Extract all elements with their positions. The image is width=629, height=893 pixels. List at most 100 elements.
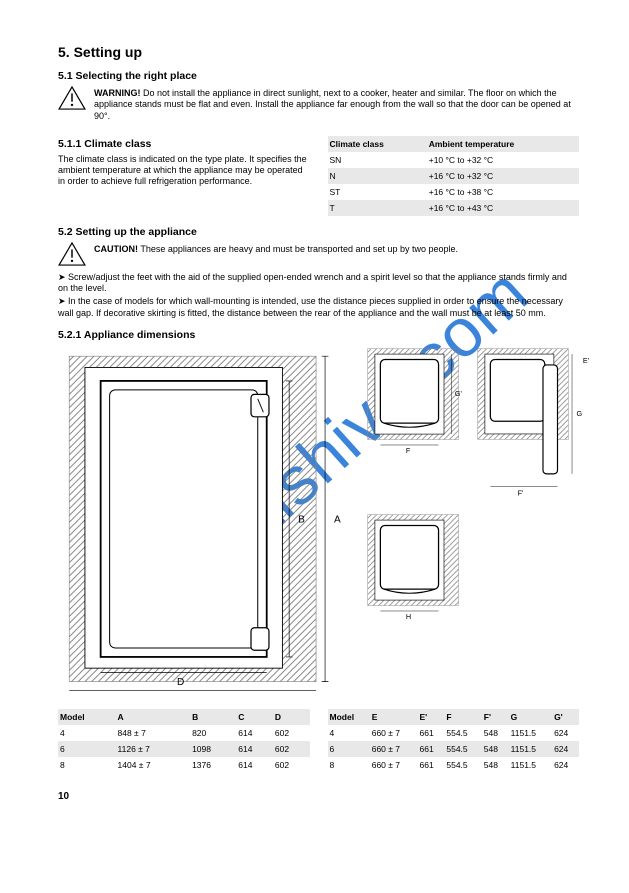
table-header: E' <box>417 709 444 725</box>
table-header: D <box>273 709 310 725</box>
subhead-5-1-1: 5.1.1 Climate class <box>58 138 310 150</box>
table-header: Model <box>328 709 370 725</box>
dim-G: G <box>576 409 582 418</box>
table-cell: 624 <box>552 725 579 741</box>
table-cell: +16 °C to +32 °C <box>427 168 579 184</box>
note2: ➤ In the case of models for which wall-m… <box>58 296 579 319</box>
climate-para: The climate class is indicated on the ty… <box>58 154 310 188</box>
table-cell: 1126 ± 7 <box>116 741 191 757</box>
table-row: 6660 ± 7661554.55481151.5624 <box>328 741 580 757</box>
dim-A: A <box>334 514 341 525</box>
warn2-label: CAUTION! <box>94 244 138 254</box>
table-cell: +10 °C to +32 °C <box>427 152 579 168</box>
table-cell: 614 <box>236 725 273 741</box>
table-cell: 1151.5 <box>509 757 552 773</box>
warn1-body: Do not install the appliance in direct s… <box>94 88 571 121</box>
table-cell: 548 <box>482 757 509 773</box>
table-header: F' <box>482 709 509 725</box>
table-cell: 554.5 <box>444 725 481 741</box>
warn1-label: WARNING! <box>94 88 141 98</box>
diagram-bottom: H <box>364 511 592 622</box>
table-row: 4848 ± 7820614602 <box>58 725 310 741</box>
table-row: 61126 ± 71098614602 <box>58 741 310 757</box>
table-cell: 660 ± 7 <box>370 725 418 741</box>
table-cell: 8 <box>58 757 116 773</box>
table-cell: 660 ± 7 <box>370 741 418 757</box>
table-cell: 602 <box>273 757 310 773</box>
table-cell: N <box>328 168 427 184</box>
table-cell: 602 <box>273 741 310 757</box>
table-cell: +16 °C to +43 °C <box>427 200 579 216</box>
table-cell: 1098 <box>190 741 236 757</box>
table-cell: T <box>328 200 427 216</box>
table-row: SN+10 °C to +32 °C <box>328 152 580 168</box>
warning-1-text: WARNING! Do not install the appliance in… <box>94 88 579 122</box>
table-cell: 4 <box>328 725 370 741</box>
page-content: 5. Setting up 5.1 Selecting the right pl… <box>0 0 629 802</box>
table-cell: 624 <box>552 757 579 773</box>
table-header: E <box>370 709 418 725</box>
dim-H: H <box>406 612 411 620</box>
diagram-top-closed: G' F <box>364 345 464 501</box>
table-cell: 1151.5 <box>509 741 552 757</box>
diagram-large: B A D <box>58 345 350 695</box>
table-header: B <box>190 709 236 725</box>
table-cell: 554.5 <box>444 757 481 773</box>
subhead-5-2-1: 5.2.1 Appliance dimensions <box>58 329 579 341</box>
warning-2-text: CAUTION! These appliances are heavy and … <box>94 244 579 255</box>
warning-block-1: WARNING! Do not install the appliance in… <box>58 86 579 124</box>
section-title: 5. Setting up <box>58 44 579 60</box>
table-cell: 6 <box>58 741 116 757</box>
table-cell: 614 <box>236 757 273 773</box>
table-row: 8660 ± 7661554.55481151.5624 <box>328 757 580 773</box>
table-header: Model <box>58 709 116 725</box>
table-cell: 661 <box>417 741 444 757</box>
climate-block: 5.1.1 Climate class The climate class is… <box>58 128 579 216</box>
warning-block-2: CAUTION! These appliances are heavy and … <box>58 242 579 268</box>
note1: ➤ Screw/adjust the feet with the aid of … <box>58 272 579 295</box>
table-header: C <box>236 709 273 725</box>
subhead-5-2: 5.2 Setting up the appliance <box>58 226 579 238</box>
table-row: N+16 °C to +32 °C <box>328 168 580 184</box>
table-row: ST+16 °C to +38 °C <box>328 184 580 200</box>
table-right: ModelEE'FF'GG'4660 ± 7661554.55481151.56… <box>328 709 580 773</box>
table-cell: 660 ± 7 <box>370 757 418 773</box>
table-cell: 848 ± 7 <box>116 725 191 741</box>
table-cell: 1404 ± 7 <box>116 757 191 773</box>
tables-row: ModelABCD4848 ± 782061460261126 ± 710986… <box>58 701 579 773</box>
caution-icon <box>58 242 86 268</box>
table-header: F <box>444 709 481 725</box>
table-cell: 661 <box>417 725 444 741</box>
climate-table: Climate classAmbient temperatureSN+10 °C… <box>328 136 580 216</box>
dim-F: F <box>406 446 411 454</box>
dim-Ep: E' <box>583 356 590 365</box>
table-cell: SN <box>328 152 427 168</box>
diagram-top-open: G F' E' <box>474 345 592 501</box>
page-number: 10 <box>58 791 579 802</box>
table-header: Climate class <box>328 136 427 152</box>
table-cell: 1376 <box>190 757 236 773</box>
diagram-row: B A D <box>58 345 579 695</box>
table-cell: 614 <box>236 741 273 757</box>
table-cell: 624 <box>552 741 579 757</box>
dim-Fp: F' <box>517 488 523 497</box>
table-cell: 8 <box>328 757 370 773</box>
warn2-body: These appliances are heavy and must be t… <box>140 244 458 254</box>
warning-icon <box>58 86 86 112</box>
table-cell: 548 <box>482 741 509 757</box>
table-cell: 661 <box>417 757 444 773</box>
table-header: A <box>116 709 191 725</box>
table-cell: 1151.5 <box>509 725 552 741</box>
dim-D: D <box>177 677 184 688</box>
table-header: Ambient temperature <box>427 136 579 152</box>
table-cell: 554.5 <box>444 741 481 757</box>
table-row: 4660 ± 7661554.55481151.5624 <box>328 725 580 741</box>
table-row: 81404 ± 71376614602 <box>58 757 310 773</box>
table-cell: +16 °C to +38 °C <box>427 184 579 200</box>
table-cell: 820 <box>190 725 236 741</box>
table-cell: ST <box>328 184 427 200</box>
table-cell: 6 <box>328 741 370 757</box>
table-cell: 4 <box>58 725 116 741</box>
table-left: ModelABCD4848 ± 782061460261126 ± 710986… <box>58 709 310 773</box>
table-header: G' <box>552 709 579 725</box>
